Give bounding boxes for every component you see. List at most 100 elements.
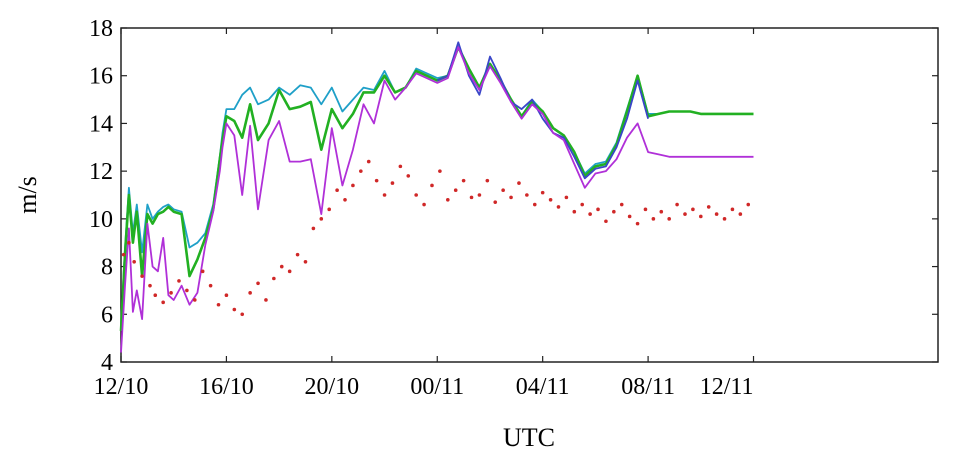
scatter-point — [161, 300, 165, 305]
scatter-point — [556, 205, 561, 209]
scatter-point — [248, 291, 252, 295]
series-line-2 — [436, 41, 649, 180]
y-tick-label: 18 — [89, 16, 113, 42]
scatter-point — [422, 202, 426, 207]
scatter-point — [714, 212, 719, 216]
scatter-point — [279, 264, 284, 269]
scatter-point — [153, 293, 158, 298]
x-tick-label: 00/11 — [410, 374, 464, 400]
scatter-point — [169, 291, 173, 295]
x-tick-label: 20/10 — [305, 374, 360, 400]
y-tick-label: 4 — [101, 350, 113, 376]
scatter-point — [177, 279, 181, 283]
scatter-point — [406, 174, 411, 178]
y-tick-label: 14 — [89, 111, 113, 137]
scatter-point — [532, 202, 537, 207]
y-tick-label: 12 — [89, 159, 113, 185]
x-tick-label: 12/11 — [700, 374, 754, 400]
scatter-point — [572, 209, 577, 214]
scatter-point — [517, 181, 521, 185]
scatter-point — [730, 207, 735, 212]
scatter-point — [738, 212, 743, 216]
scatter-point — [501, 188, 505, 193]
scatter-point — [675, 202, 679, 207]
scatter-point — [295, 252, 300, 257]
x-tick-label: 04/11 — [516, 374, 570, 400]
scatter-point — [691, 207, 695, 212]
scatter-point — [127, 240, 131, 245]
y-tick-label: 10 — [89, 207, 113, 233]
scatter-point — [335, 188, 339, 193]
scatter-point — [722, 217, 727, 221]
scatter-point — [699, 214, 703, 219]
scatter-point — [477, 193, 482, 197]
scatter-point — [659, 209, 664, 214]
scatter-point — [216, 302, 221, 307]
scatter-point — [453, 188, 458, 193]
scatter-point — [359, 169, 363, 173]
scatter-point — [627, 214, 632, 219]
scatter-point — [651, 217, 656, 221]
scatter-point — [469, 195, 474, 200]
scatter-point — [343, 197, 347, 202]
scatter-point — [612, 209, 616, 214]
scatter-point — [366, 159, 371, 164]
scatter-point — [706, 205, 711, 209]
scatter-point — [264, 298, 268, 302]
scatter-point — [414, 193, 418, 197]
y-axis-title: m/s — [13, 176, 42, 214]
y-tick-label: 6 — [101, 302, 113, 328]
plot-frame — [120, 27, 939, 363]
x-tick-label: 16/10 — [199, 374, 254, 400]
scatter-point — [604, 219, 608, 224]
scatter-point — [351, 183, 355, 188]
scatter-point — [327, 207, 332, 212]
scatter-point — [430, 183, 434, 188]
scatter-point — [398, 164, 403, 169]
scatter-point — [311, 226, 316, 231]
scatter-point — [224, 293, 229, 298]
scatter-point — [635, 221, 640, 226]
scatter-point — [667, 217, 671, 221]
scatter-point — [382, 193, 387, 197]
scatter-point — [140, 274, 144, 278]
scatter-point — [256, 281, 260, 286]
scatter-point — [390, 181, 395, 185]
scatter-point — [319, 217, 324, 221]
scatter-point — [493, 200, 498, 204]
scatter-point — [272, 276, 276, 281]
scatter-point — [540, 190, 545, 195]
scatter-point — [208, 283, 213, 288]
series-line-3 — [120, 46, 754, 353]
scatter-point — [200, 269, 205, 274]
scatter-point — [619, 202, 624, 207]
axis-ticks: 4 6 8 10 12 14 16 18 12/10 16/10 20/10 00/11 04/11 08… — [89, 16, 938, 400]
scatter-point — [148, 283, 152, 288]
scatter-point — [132, 260, 136, 264]
scatter-point — [746, 202, 751, 207]
scatter-point — [525, 193, 529, 197]
x-tick-label: 12/10 — [94, 374, 149, 400]
scatter-point — [564, 195, 569, 200]
scatter-point — [588, 212, 592, 216]
scatter-point — [240, 312, 245, 317]
scatter-point — [192, 298, 197, 302]
scatter-point — [548, 197, 553, 202]
series-layer — [119, 41, 754, 353]
scatter-point — [485, 178, 490, 183]
y-tick-label: 16 — [89, 64, 113, 90]
x-tick-label: 08/11 — [621, 374, 675, 400]
scatter-point — [461, 178, 466, 183]
y-tick-label: 8 — [101, 255, 113, 281]
series-line-1 — [119, 45, 754, 332]
scatter-point — [446, 197, 450, 202]
scatter-point — [596, 207, 600, 212]
scatter-point — [580, 202, 585, 207]
scatter-point — [287, 269, 292, 274]
scatter-point — [374, 178, 379, 183]
scatter-point — [438, 169, 442, 173]
scatter-point — [185, 288, 189, 293]
scatter-point — [683, 212, 687, 216]
scatter-point — [509, 195, 513, 200]
